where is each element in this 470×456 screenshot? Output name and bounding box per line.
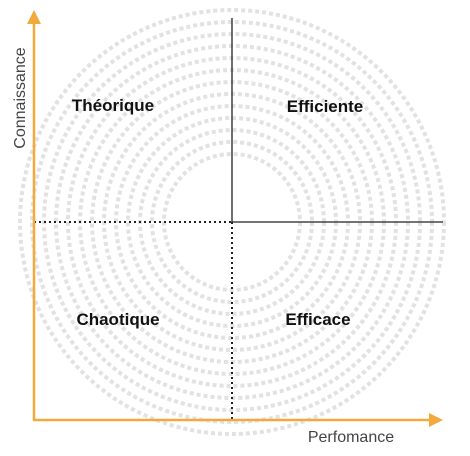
x-axis-label: Perfomance: [308, 429, 394, 446]
quadrant-label-top-right: Efficiente: [287, 97, 364, 116]
quadrant-label-bottom-right: Efficace: [285, 310, 350, 329]
background-ring: [18, 8, 446, 436]
quadrant-label-top-left: Théorique: [72, 96, 154, 115]
y-axis-arrowhead: [27, 10, 41, 24]
quadrant-label-bottom-left: Chaotique: [76, 310, 159, 329]
y-axis-label: Connaissance: [12, 47, 29, 149]
x-axis-arrowhead: [429, 413, 443, 427]
